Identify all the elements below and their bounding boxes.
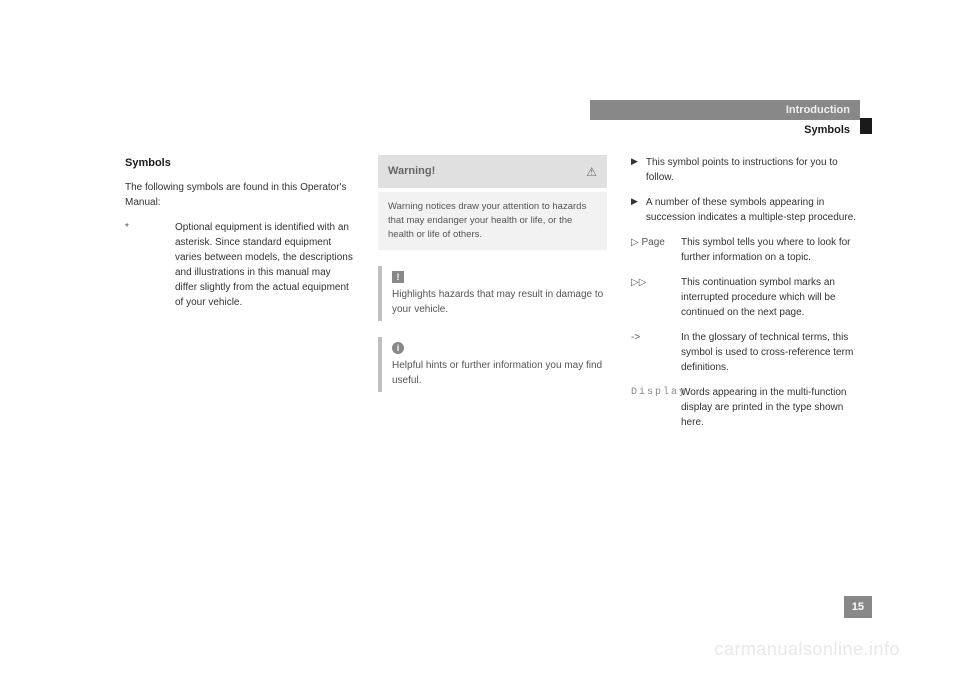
header-bar: Introduction Symbols [590, 100, 860, 140]
warning-triangle-icon: ⚠ [586, 163, 597, 181]
display-key: Display [631, 385, 671, 430]
bullet-row-1: ▶ This symbol points to instructions for… [631, 155, 860, 185]
warning-text: Warning notices draw your attention to h… [378, 192, 607, 251]
continuation-key: ▷▷ [631, 275, 671, 320]
arrow-key: -> [631, 330, 671, 375]
display-row: Display Words appearing in the multi-fun… [631, 385, 860, 430]
section-title: Introduction [590, 100, 860, 120]
page-ref-key: ▷ Page [631, 235, 671, 265]
continuation-row: ▷▷ This continuation symbol marks an int… [631, 275, 860, 320]
hazard-block: ! Highlights hazards that may result in … [378, 266, 607, 321]
warning-title: Warning! [388, 165, 435, 177]
page-ref-desc: This symbol tells you where to look for … [681, 235, 860, 265]
warning-box: Warning! ⚠ [378, 155, 607, 188]
asterisk-key: * [125, 220, 165, 310]
arrow-desc: In the glossary of technical terms, this… [681, 330, 860, 375]
bullet-2-text: A number of these symbols appearing in s… [646, 195, 860, 225]
section-subtitle: Symbols [590, 120, 860, 140]
info-block: i Helpful hints or further information y… [378, 337, 607, 392]
bullet-1-text: This symbol points to instructions for y… [646, 155, 860, 185]
column-1: Symbols The following symbols are found … [125, 155, 354, 440]
page-ref-row: ▷ Page This symbol tells you where to lo… [631, 235, 860, 265]
bullet-row-2: ▶ A number of these symbols appearing in… [631, 195, 860, 225]
column-2: Warning! ⚠ Warning notices draw your att… [378, 155, 607, 440]
triangle-bullet-icon: ▶ [631, 195, 638, 225]
intro-text: The following symbols are found in this … [125, 180, 354, 210]
continuation-desc: This continuation symbol marks an interr… [681, 275, 860, 320]
info-text: Helpful hints or further information you… [392, 358, 607, 388]
page-content: Symbols The following symbols are found … [125, 155, 860, 440]
asterisk-desc: Optional equipment is identified with an… [175, 220, 354, 310]
column-3: ▶ This symbol points to instructions for… [631, 155, 860, 440]
page-number: 15 [844, 596, 872, 618]
triangle-bullet-icon: ▶ [631, 155, 638, 185]
info-icon: i [392, 342, 404, 354]
asterisk-row: * Optional equipment is identified with … [125, 220, 354, 310]
display-desc: Words appearing in the multi-function di… [681, 385, 860, 430]
arrow-row: -> In the glossary of technical terms, t… [631, 330, 860, 375]
hazard-text: Highlights hazards that may result in da… [392, 287, 607, 317]
hazard-icon: ! [392, 271, 404, 283]
page-tab-marker [860, 118, 872, 134]
watermark: carmanualsonline.info [714, 639, 900, 660]
symbols-heading: Symbols [125, 155, 354, 172]
